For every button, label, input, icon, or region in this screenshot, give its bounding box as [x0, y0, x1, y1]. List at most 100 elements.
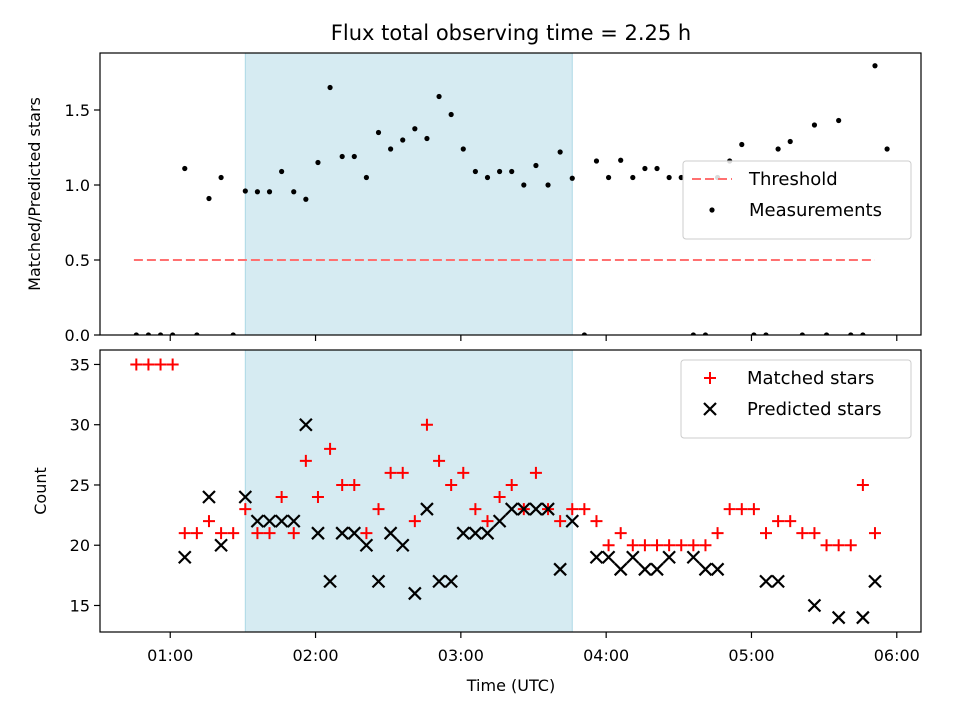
data-point	[872, 63, 878, 69]
data-point	[230, 332, 236, 335]
legend: Matched stars Predicted stars	[680, 359, 912, 439]
data-point	[751, 332, 757, 335]
legend-box	[682, 160, 912, 240]
data-point	[698, 562, 713, 577]
legend-label: Measurements	[749, 200, 882, 221]
y-tick-label: 35	[70, 355, 90, 374]
data-point	[286, 514, 301, 528]
data-point	[351, 153, 357, 160]
data-point	[311, 491, 324, 504]
bottom-panel: 15 20 25 30 35 01:00 02:00 03:00 04:00 05:00 06:00…	[70, 349, 922, 665]
x-tick-label: 03:00	[438, 646, 484, 665]
data-point	[848, 332, 854, 335]
data-point	[274, 514, 289, 528]
data-point	[383, 526, 398, 540]
data-point	[194, 332, 200, 335]
data-point	[327, 84, 333, 91]
data-point	[497, 168, 503, 175]
data-point	[710, 562, 725, 577]
axes-frame	[99, 349, 922, 633]
data-point	[605, 174, 612, 181]
data-point	[275, 491, 288, 504]
data-point	[541, 502, 555, 516]
data-point	[529, 502, 543, 516]
data-point	[324, 442, 337, 455]
data-point	[578, 503, 591, 516]
data-point	[250, 514, 265, 528]
data-point	[650, 562, 664, 577]
data-point	[481, 515, 494, 528]
data-point	[820, 539, 833, 552]
data-point	[238, 490, 253, 504]
data-point	[787, 138, 793, 145]
data-point	[130, 358, 143, 371]
y-tick-label: 30	[70, 416, 90, 435]
data-point	[533, 162, 539, 169]
data-point	[601, 550, 616, 565]
legend-label: Predicted stars	[747, 399, 881, 420]
data-point	[287, 527, 300, 540]
data-point	[493, 491, 506, 504]
data-point	[554, 515, 567, 528]
data-point	[759, 574, 773, 589]
data-point	[836, 117, 842, 124]
data-point	[311, 526, 325, 540]
data-point	[654, 165, 660, 172]
data-point	[166, 358, 179, 371]
data-point	[831, 610, 846, 625]
data-point	[638, 562, 652, 577]
data-point	[299, 454, 312, 467]
data-point	[202, 515, 215, 528]
data-point	[347, 526, 362, 540]
data-point	[177, 550, 192, 565]
data-point	[581, 332, 587, 335]
data-point	[823, 332, 830, 335]
data-point	[291, 189, 297, 195]
data-point	[702, 332, 709, 335]
data-point	[884, 146, 890, 152]
legend-box	[680, 359, 912, 439]
data-point	[395, 538, 410, 553]
data-point	[315, 159, 321, 166]
data-point	[323, 574, 337, 589]
data-point	[686, 550, 701, 565]
data-point	[784, 515, 797, 528]
data-point	[227, 527, 240, 540]
data-point	[372, 503, 385, 516]
data-point	[553, 562, 567, 577]
data-point	[251, 527, 264, 540]
data-point	[190, 527, 203, 540]
data-point	[202, 490, 216, 504]
data-point	[303, 196, 309, 202]
data-point	[396, 466, 409, 479]
data-point	[690, 332, 696, 335]
data-point	[868, 574, 882, 589]
data-point	[590, 515, 603, 528]
top-panel: 0.0 0.5 1.0 1.5 Threshold Measurements	[65, 52, 922, 345]
data-point	[145, 332, 152, 335]
data-point	[799, 332, 805, 335]
legend-marker	[703, 402, 717, 416]
data-point	[279, 168, 285, 175]
data-point	[388, 146, 394, 152]
y-tick-label: 1.0	[65, 176, 90, 195]
x-tick-label: 01:00	[147, 646, 193, 665]
data-point	[469, 503, 482, 516]
data-point	[484, 174, 491, 181]
data-point	[811, 122, 818, 128]
data-point	[602, 539, 615, 552]
data-point	[384, 466, 397, 479]
data-point	[614, 527, 627, 540]
data-point	[557, 149, 563, 155]
data-point	[444, 574, 458, 589]
data-point	[593, 158, 600, 164]
data-point	[666, 174, 672, 181]
legend-label: Matched stars	[747, 368, 874, 389]
data-point	[687, 539, 700, 552]
data-point	[521, 182, 527, 188]
data-point	[626, 550, 640, 565]
data-point	[844, 539, 857, 552]
data-point	[565, 514, 580, 528]
data-point	[348, 478, 361, 491]
